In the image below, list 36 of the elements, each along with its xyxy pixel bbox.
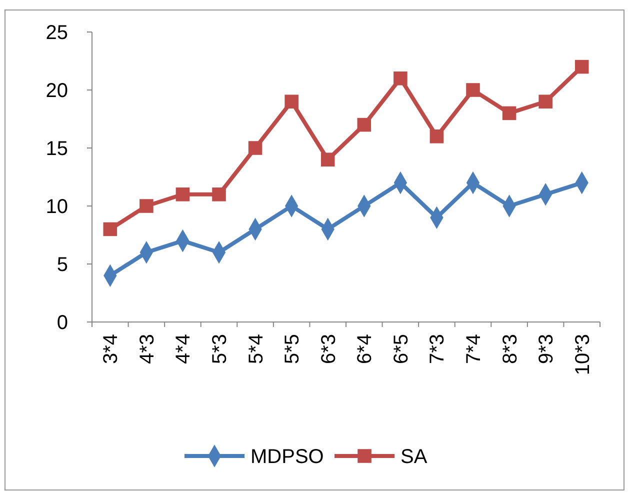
point (320, 152, 335, 166)
y-tick-label: 5 (56, 254, 68, 276)
y-tick-label: 0 (56, 312, 68, 334)
point (212, 188, 226, 202)
x-tick-label: 5*3 (209, 334, 231, 364)
x-tick-label: 7*4 (463, 334, 485, 364)
point (176, 188, 190, 202)
x-tick-label: 5*5 (282, 334, 304, 364)
point (103, 222, 118, 236)
point (140, 199, 154, 213)
x-tick-label: 6*3 (318, 334, 340, 364)
point (538, 94, 552, 108)
point (248, 141, 262, 155)
x-tick-label: 10*3 (572, 334, 594, 376)
y-tick-label: 15 (46, 138, 68, 160)
point (466, 83, 480, 97)
x-tick-label: 5*4 (245, 334, 268, 364)
point (502, 106, 516, 120)
x-tick-label: 8*3 (499, 334, 522, 364)
x-tick-label: 4*3 (136, 334, 158, 364)
point (284, 94, 298, 108)
x-tick-label: 6*5 (390, 334, 412, 364)
x-tick-label: 4*4 (172, 334, 195, 364)
point (357, 118, 372, 132)
x-tick-label: 9*3 (536, 334, 558, 364)
y-tick-label: 10 (46, 196, 68, 218)
point (430, 130, 444, 144)
x-tick-label: 7*3 (426, 334, 449, 364)
y-tick-label: 20 (46, 80, 68, 102)
y-tick-label: 25 (46, 22, 68, 44)
legend-label: SA (400, 446, 428, 468)
legend-label: MDPSO (250, 446, 324, 468)
point (574, 60, 589, 74)
point (394, 72, 408, 86)
x-tick-label: 6*4 (354, 334, 376, 364)
x-tick-label: 3*4 (100, 334, 122, 364)
